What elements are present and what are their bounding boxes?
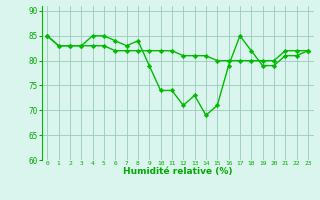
X-axis label: Humidité relative (%): Humidité relative (%) [123, 167, 232, 176]
